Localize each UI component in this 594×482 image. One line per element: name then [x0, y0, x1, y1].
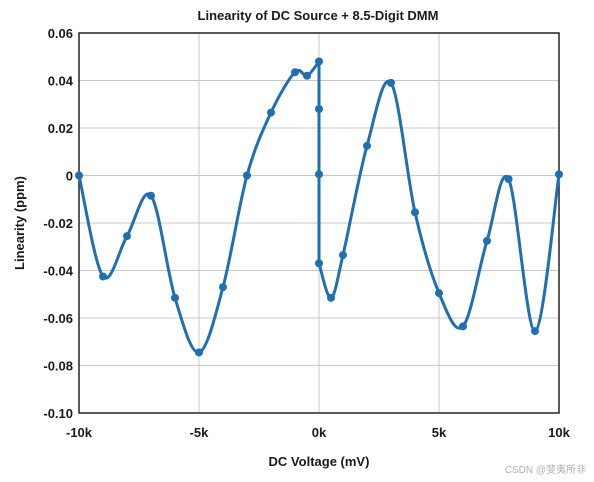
- data-point: [315, 105, 323, 113]
- data-point: [243, 171, 251, 180]
- data-point: [531, 327, 539, 336]
- y-tick-label: -0.10: [43, 406, 73, 421]
- data-point: [99, 272, 107, 281]
- data-point: [435, 289, 443, 298]
- chart-title: Linearity of DC Source + 8.5-Digit DMM: [198, 8, 439, 23]
- y-tick-label: 0: [66, 169, 73, 184]
- data-point: [195, 348, 203, 357]
- data-point: [315, 259, 323, 268]
- y-tick-label: 0.02: [48, 121, 73, 136]
- data-point: [171, 293, 179, 302]
- data-point: [555, 170, 563, 179]
- data-point: [147, 191, 155, 200]
- y-tick-labels: 0.06 0.04 0.02 0 -0.02 -0.04 -0.06 -0.08 -0.10: [43, 26, 73, 421]
- y-tick-label: -0.02: [43, 216, 73, 231]
- x-tick-label: -10k: [66, 425, 93, 440]
- y-tick-label: -0.08: [43, 359, 73, 374]
- data-point: [387, 78, 395, 87]
- y-axis-label: Linearity (ppm): [12, 176, 27, 270]
- y-tick-label: 0.06: [48, 26, 73, 41]
- data-point: [75, 171, 83, 180]
- x-tick-labels: -10k -5k 0k 5k 10k: [66, 425, 571, 440]
- x-tick-label: 0k: [312, 425, 327, 440]
- data-point: [219, 283, 227, 292]
- x-tick-label: 10k: [548, 425, 570, 440]
- data-point: [123, 232, 131, 241]
- series-line: [317, 79, 561, 333]
- plot-frame: [78, 32, 560, 414]
- x-tick-label: -5k: [190, 425, 210, 440]
- data-point: [303, 71, 311, 80]
- data-point: [267, 108, 275, 117]
- data-point: [411, 208, 419, 217]
- data-point: [315, 170, 323, 179]
- y-tick-label: 0.04: [48, 74, 74, 89]
- x-axis-label: DC Voltage (mV): [269, 454, 370, 469]
- data-point: [483, 236, 491, 245]
- y-tick-label: -0.04: [43, 264, 73, 279]
- plot-area: [75, 57, 563, 357]
- data-point: [459, 322, 467, 331]
- data-point: [363, 141, 371, 150]
- data-point: [504, 175, 513, 184]
- data-point: [291, 68, 299, 77]
- data-point: [339, 251, 347, 260]
- watermark-text: CSDN @斐夷所非: [504, 465, 586, 476]
- data-point: [327, 293, 335, 302]
- y-tick-label: -0.06: [43, 311, 73, 326]
- x-tick-label: 5k: [432, 425, 447, 440]
- data-point: [315, 57, 323, 66]
